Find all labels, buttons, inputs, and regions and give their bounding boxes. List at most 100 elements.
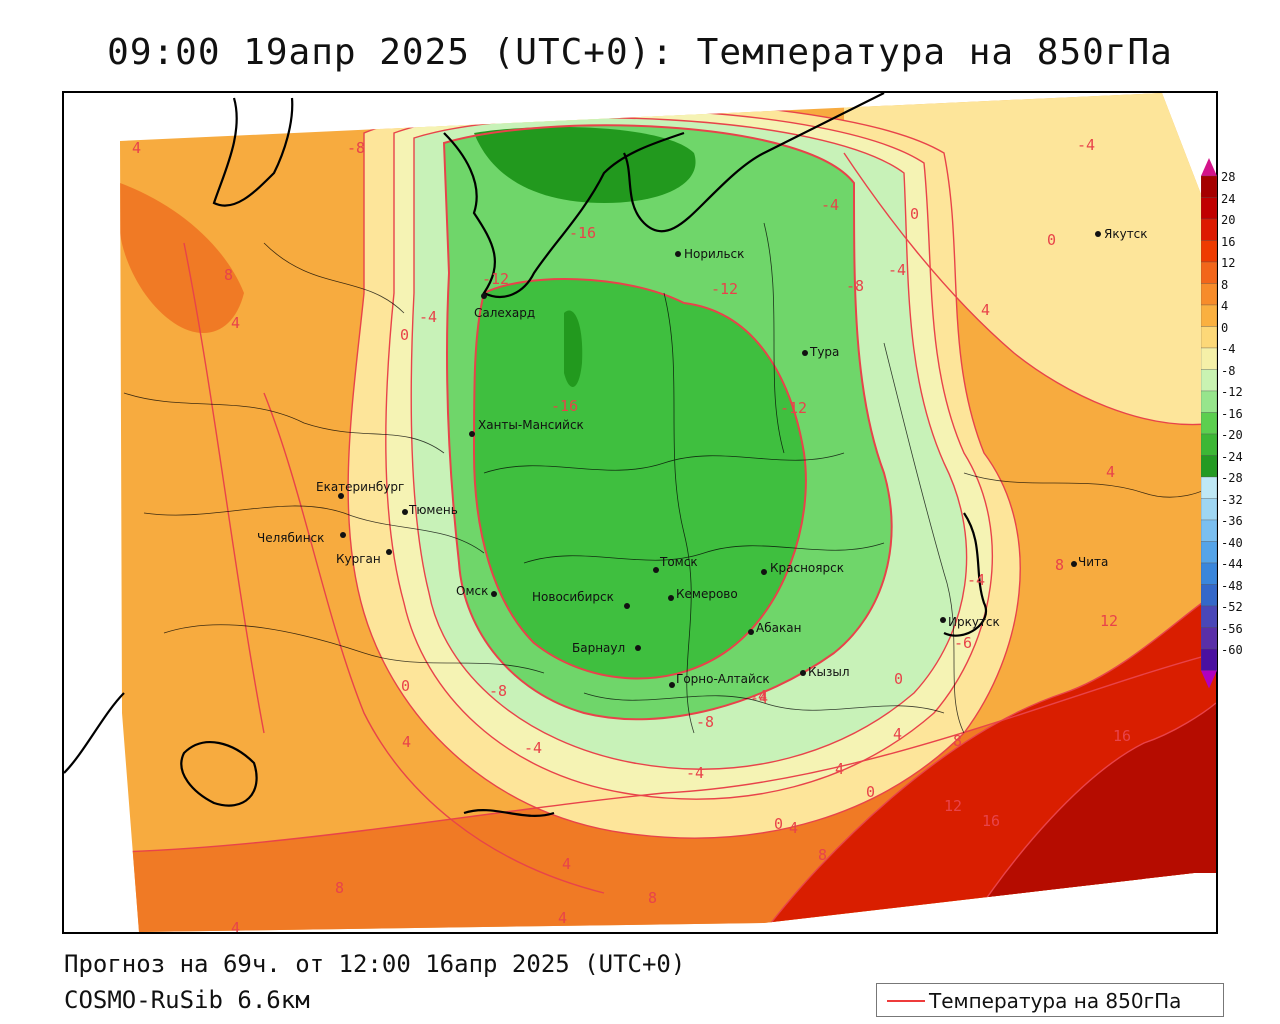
colorbar	[1201, 158, 1217, 689]
colorbar-top-arrow	[1201, 158, 1217, 176]
colorbar-segment	[1201, 283, 1217, 306]
contour-label: -16	[551, 397, 578, 415]
colorbar-segment	[1201, 498, 1217, 521]
colorbar-tick-label: -8	[1221, 363, 1236, 378]
contour-label: 4	[558, 909, 567, 927]
colorbar-tick-label: -28	[1221, 471, 1243, 485]
contour-lines	[120, 100, 1216, 932]
contour-label: 16	[1113, 727, 1131, 745]
contour-label: 4	[789, 819, 798, 837]
contour-label: 0	[401, 677, 410, 695]
colorbar-tick-label: 28	[1221, 170, 1236, 184]
city-label: Абакан	[756, 621, 801, 635]
colorbar-segment	[1201, 605, 1217, 628]
colorbar-tick-label: -20	[1221, 428, 1243, 442]
contour-label: 4	[893, 725, 902, 743]
contour-label: -8	[696, 713, 714, 731]
contour-label: 4	[562, 855, 571, 873]
contour-label: -4	[686, 764, 704, 782]
contour-label: -6	[954, 634, 972, 652]
contour-label: -4	[888, 261, 906, 279]
colorbar-tick-label: 16	[1221, 234, 1236, 249]
map-title: 09:00 19апр 2025 (UTC+0): Температура на…	[107, 32, 1173, 73]
admin-borders	[123, 222, 1216, 734]
northwest-deep-orange-zone	[120, 183, 244, 333]
temperature-map[interactable]: Норильск Якутск Салехард Тура Ханты-Манс…	[62, 91, 1218, 934]
colorbar-segment	[1201, 197, 1217, 220]
contour-label: 0	[1047, 231, 1056, 249]
contour-label: 0	[400, 326, 409, 344]
contour-label: 4	[231, 314, 240, 332]
contour-label: -8	[846, 277, 864, 295]
colorbar-segment	[1201, 412, 1217, 435]
colorbar-segment	[1201, 476, 1217, 499]
legend-line-swatch	[887, 1000, 925, 1002]
contour-label: -4	[419, 308, 437, 326]
colorbar-tick-label: 24	[1221, 191, 1236, 206]
colorbar-tick-label: 4	[1221, 299, 1229, 313]
city-label: Норильск	[684, 247, 744, 261]
legend-label: Температура на 850гПа	[929, 989, 1182, 1013]
contour-label: -4	[1077, 136, 1095, 154]
city-label: Тура	[809, 345, 839, 359]
city-markers: Норильск Якутск Салехард Тура Ханты-Манс…	[257, 227, 1148, 688]
city-label: Якутск	[1104, 227, 1148, 241]
contour-label: 8	[335, 879, 344, 897]
contour-label: -4	[524, 739, 542, 757]
colorbar-segment	[1201, 347, 1217, 370]
city-label: Кемерово	[676, 587, 738, 601]
city-label: Барнаул	[572, 641, 625, 655]
colorbar-tick-label: -24	[1221, 449, 1243, 464]
colorbar-bottom-arrow	[1201, 670, 1217, 689]
contour-label: 8	[1055, 556, 1064, 574]
contour-label: 16	[982, 812, 1000, 830]
colorbar-tick-label: 20	[1221, 213, 1236, 227]
city-label: Ханты-Мансийск	[478, 418, 584, 432]
contour-label: -4	[750, 689, 768, 707]
colorbar-segment	[1201, 584, 1217, 607]
city-label: Томск	[659, 555, 698, 569]
contour-label: 0	[910, 205, 919, 223]
colorbar-svg	[1201, 158, 1217, 689]
colorbar-segment	[1201, 627, 1217, 650]
colorbar-segment	[1201, 562, 1217, 585]
contour-label: -8	[347, 139, 365, 157]
contour-label: 4	[981, 301, 990, 319]
colorbar-tick-label: -48	[1221, 578, 1243, 593]
city-label: Чита	[1078, 555, 1108, 569]
contour-label: 0	[866, 783, 875, 801]
southeast-dark-red-zone	[964, 703, 1216, 932]
colorbar-segment	[1201, 218, 1217, 241]
colorbar-segment	[1201, 455, 1217, 478]
colorbar-tick-label: 8	[1221, 277, 1229, 292]
colorbar-tick-label: 12	[1221, 256, 1236, 270]
contour-label: -12	[711, 280, 738, 298]
legend-box: Температура на 850гПа	[876, 983, 1224, 1017]
contour-label: 12	[1100, 612, 1118, 630]
colorbar-tick-label: 0	[1221, 320, 1229, 335]
contour-label: 0	[774, 815, 783, 833]
city-label: Красноярск	[770, 561, 844, 575]
contour-label: 8	[224, 266, 233, 284]
colorbar-tick-label: -52	[1221, 600, 1243, 614]
contour-label: -16	[569, 224, 596, 242]
contour-label: -4	[749, 687, 767, 705]
colorbar-segment	[1201, 369, 1217, 392]
contour-label: -4	[967, 571, 985, 589]
contour-label: 12	[944, 797, 962, 815]
colorbar-segment	[1201, 240, 1217, 263]
city-label: Екатеринбург	[316, 480, 404, 494]
contour-label: 0	[894, 670, 903, 688]
contour-label: -8	[489, 682, 507, 700]
colorbar-segment	[1201, 648, 1217, 671]
colorbar-tick-label: -12	[1221, 385, 1243, 399]
colorbar-segment	[1201, 390, 1217, 413]
contour-label: -4	[821, 196, 839, 214]
forecast-info: Прогноз на 69ч. от 12:00 16апр 2025 (UTC…	[64, 950, 686, 978]
city-label: Челябинск	[257, 531, 324, 545]
city-label: Новосибирск	[532, 590, 614, 604]
contour-label: 4	[132, 139, 141, 157]
contour-label: -12	[482, 270, 509, 288]
colorbar-segment	[1201, 304, 1217, 327]
colorbar-tick-label: -16	[1221, 406, 1243, 421]
